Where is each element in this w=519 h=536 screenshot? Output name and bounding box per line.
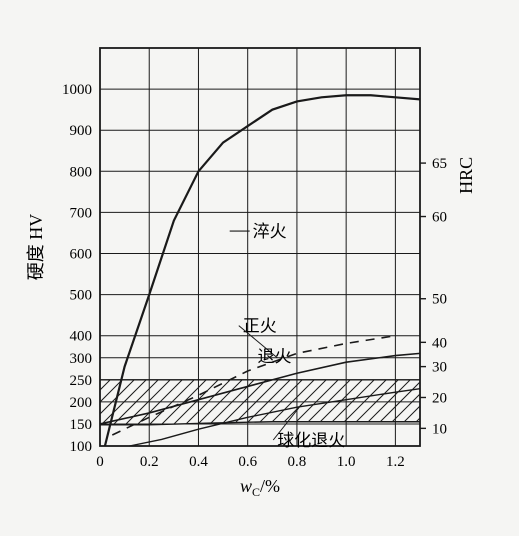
x-tick-label: 0 xyxy=(96,454,104,470)
y-left-tick-label: 400 xyxy=(70,329,93,345)
y-right-tick-label: 40 xyxy=(432,335,447,351)
x-tick-label: 1.0 xyxy=(337,454,356,470)
y-left-tick-label: 100 xyxy=(70,439,93,455)
y-left-tick-label: 700 xyxy=(70,205,93,221)
x-tick-label: 0.8 xyxy=(288,454,307,470)
y-left-tick-label: 250 xyxy=(70,373,93,389)
hardness-vs-carbon-chart: 0 0.2 0.4 0.6 0.8 1.0 1.2 100 150 200 250 300 400 500… xyxy=(0,0,519,536)
y-left-tick-label: 500 xyxy=(70,288,93,304)
y-right-axis-label: HRC xyxy=(456,157,476,194)
y-right-tick-label: 65 xyxy=(432,156,447,172)
series-label: 退火 xyxy=(258,347,292,366)
x-tick-label: 1.2 xyxy=(386,454,405,470)
y-left-tick-label: 150 xyxy=(70,417,93,433)
y-left-tick-label: 1000 xyxy=(62,82,92,98)
y-left-tick-label: 300 xyxy=(70,351,93,367)
y-left-tick-label: 200 xyxy=(70,395,93,411)
x-axis-label: wC/% xyxy=(240,476,280,499)
series-label: 球化退火 xyxy=(277,431,345,450)
x-tick-label: 0.6 xyxy=(238,454,257,470)
y-right-tick-label: 10 xyxy=(432,421,447,437)
y-left-axis-label: 硬度 HV xyxy=(26,214,46,281)
y-left-tick-label: 600 xyxy=(70,247,93,263)
y-right-tick-label: 60 xyxy=(432,210,447,226)
x-tick-label: 0.4 xyxy=(189,454,208,470)
y-right-tick-label: 20 xyxy=(432,390,447,406)
x-tick-label: 0.2 xyxy=(140,454,159,470)
y-right-tick-label: 50 xyxy=(432,292,447,308)
series-label: 淬火 xyxy=(253,222,287,241)
y-left-tick-label: 800 xyxy=(70,164,93,180)
y-left-tick-label: 900 xyxy=(70,123,93,139)
y-right-tick-label: 30 xyxy=(432,360,447,376)
